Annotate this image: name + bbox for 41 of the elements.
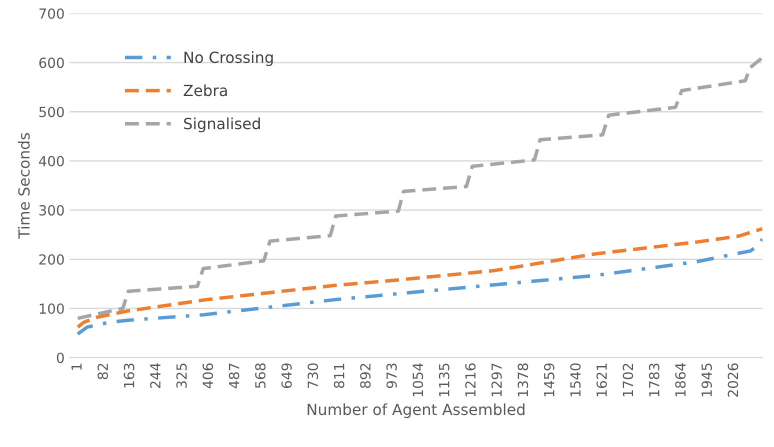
x-tick-label: 406 [202, 363, 214, 388]
x-tick-label: 163 [124, 364, 134, 388]
y-axis-title: Time Seconds [18, 133, 30, 239]
y-tick-label: 500 [39, 106, 64, 118]
x-tick-label: 325 [176, 364, 187, 388]
x-tick-label: 730 [308, 363, 318, 388]
x-tick-label: 892 [360, 364, 371, 388]
y-tick-label: 400 [38, 156, 64, 166]
x-tick-label: 2026 [728, 363, 738, 397]
x-tick-label: 1540 [570, 363, 581, 396]
legend-label: No Crossing [184, 51, 273, 66]
y-tick-label: 0 [56, 352, 64, 364]
x-tick-label: 82 [98, 364, 108, 380]
y-tick-label: 300 [39, 205, 64, 216]
y-tick-label: 600 [39, 58, 64, 68]
x-tick-label: 1135 [438, 364, 450, 396]
x-tick-label: 1459 [544, 363, 554, 396]
x-tick-label: 649 [281, 363, 292, 388]
x-tick-label: 1054 [412, 363, 424, 396]
x-axis-title: Number of Agent Assembled [308, 403, 524, 418]
legend-label: Zebra [184, 84, 227, 96]
x-tick-label: 568 [255, 363, 266, 388]
x-tick-label: 244 [150, 363, 160, 388]
x-tick-label: 1783 [648, 364, 660, 396]
x-tick-label: 1 [71, 364, 82, 370]
x-tick-label: 973 [386, 364, 397, 388]
x-tick-label: 1378 [518, 363, 528, 396]
legend-label: Signalised [184, 117, 260, 132]
x-tick-label: 487 [228, 364, 240, 388]
x-tick-label: 1621 [596, 364, 607, 396]
x-tick-label: 1864 [675, 363, 686, 396]
x-tick-label: 1216 [465, 363, 476, 396]
y-tick-label: 200 [39, 254, 64, 265]
y-tick-label: 700 [39, 8, 64, 19]
x-tick-label: 811 [334, 364, 344, 388]
x-tick-label: 1297 [491, 364, 502, 396]
x-tick-label: 1702 [622, 364, 634, 396]
line-series [76, 227, 762, 329]
y-tick-label: 100 [40, 303, 64, 314]
x-tick-label: 1945 [701, 364, 712, 396]
line-series [76, 237, 762, 336]
